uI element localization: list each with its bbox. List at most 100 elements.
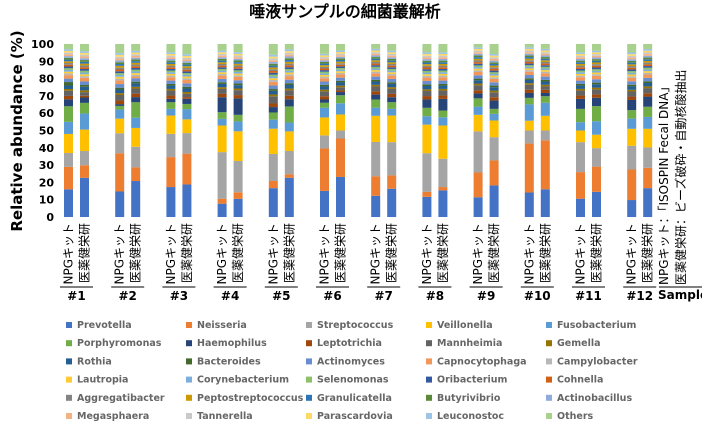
y-tick-label: 10 [39,194,55,207]
bar-label: 医薬健栄研 [78,223,92,283]
bar-segment-aggregatibacter [182,67,192,70]
bar-segment-leuconostoc [627,52,637,55]
bar-label: 医薬健栄研 [487,223,501,283]
bar-segment-streptococcus [217,152,227,199]
bar-segment-corynebacterium [371,68,381,71]
bar-segment-others [80,44,89,52]
bar-segment-selenomonas [524,65,534,67]
bar-segment-leuconostoc [524,47,534,49]
bar-segment-capnocytophaga [371,73,381,77]
bar-segment-leptotrichia [336,90,345,93]
legend-label: Selenomonas [317,375,389,386]
bar-segment-peptostreptococcus [627,64,637,67]
bar-segment-corynebacterium [320,73,329,76]
bar-segment-selenomonas [438,70,448,73]
bar-segment-leuconostoc [387,50,397,53]
bar-segment-leuconostoc [422,52,432,55]
bar-segment-tannerella [80,54,89,57]
bar-segment-peptostreptococcus [524,58,534,61]
bar-segment-gemella [217,87,227,89]
bar-segment-fusobacterium [643,116,653,129]
bar-segment-leuconostoc [438,52,448,54]
bar-segment-actinobacillus [371,55,381,58]
side-note-line-1: NPGキット：「ISOSPIN Fecal DNA」 [657,81,671,285]
bar-segment-bacteroides [217,82,227,84]
bar-segment-capnocytophaga [336,74,345,78]
bar-segment-parascardovia [627,54,637,56]
legend-swatch [546,358,552,365]
bar-segment-leuconostoc [268,54,278,57]
bar-label: 医薬健栄研 [334,223,348,283]
bar-segment-leuconostoc [64,49,73,51]
y-tick-label: 90 [39,55,55,68]
bar-segment-veillonella [643,128,653,148]
bar-segment-tannerella [217,53,227,56]
bar-segment-oribacterium [371,65,381,67]
bar-segment-megasphaera [233,57,243,59]
bar-segment-leuconostoc [115,53,125,55]
bar-segment-aggregatibacter [115,67,125,70]
y-axis-label: Relative abundance (%) [8,30,26,231]
bar-segment-oribacterium [64,66,73,69]
bar-segment-lautropia [64,71,73,74]
bar-segment-veillonella [64,133,73,153]
bar-segment-leuconostoc [284,49,294,52]
bar-segment-fusobacterium [336,103,345,115]
bar-segment-corynebacterium [268,76,278,79]
legend-swatch [66,322,72,328]
bar-segment-neisseria [438,187,448,191]
bar-segment-lautropia [80,74,89,77]
bar-segment-neisseria [182,153,192,185]
bar-segment-parascardovia [115,54,125,57]
bar-segment-bacteroides [422,84,432,86]
bar-segment-leptotrichia [489,97,499,101]
bar-segment-veillonella [217,125,227,153]
bar-segment-streptococcus [115,133,125,154]
bar-segment-megasphaera [524,52,534,54]
bar-segment-haemophilus [524,92,534,98]
bar-segment-others [473,44,483,48]
bar-segment-butyrivibrio [233,60,243,63]
bar-segment-rothia [489,87,499,91]
bar-segment-others [131,44,141,51]
bar-segment-neisseria [422,191,432,197]
bar-segment-actinobacillus [387,57,397,59]
bar-segment-cohnella [473,62,483,64]
bar-segment-porphyromonas [627,110,637,119]
bar-segment-actinomyces [473,75,483,79]
bar-segment-veillonella [336,114,345,131]
bar-segment-butyrivibrio [438,60,448,63]
bar-segment-actinomyces [371,76,381,80]
bar-segment-selenomonas [182,73,192,75]
bar-segment-bacteroides [115,87,125,90]
bar-segment-oribacterium [268,72,278,75]
bar-segment-bacteroides [336,80,345,83]
bar-segment-bacteroides [80,85,89,87]
y-tick-label: 60 [39,107,55,120]
legend-swatch [186,322,192,328]
bar-segment-porphyromonas [284,106,294,123]
bar-segment-oribacterium [284,67,294,69]
bar-segment-actinomyces [627,81,637,85]
bar-segment-cohnella [131,66,141,68]
bar-segment-campylobacter [268,80,278,82]
bar-segment-aggregatibacter [422,65,432,68]
bar-segment-selenomonas [233,70,243,73]
bar-segment-neisseria [320,148,329,191]
bar-segment-aggregatibacter [64,63,73,65]
bar-segment-prevotella [387,188,397,217]
legend-swatch [306,340,312,347]
bar-segment-butyrivibrio [217,58,227,61]
bar-segment-neisseria [576,172,585,199]
bar-segment-cohnella [627,67,637,70]
side-note-line-2: 医薬健栄研：ビーズ破砕・自動核酸抽出 [673,70,688,285]
bar-segment-veillonella [489,120,499,138]
bar-segment-aggregatibacter [576,65,585,68]
bar-segment-neisseria [80,165,89,178]
bar-segment-cohnella [371,63,381,66]
bar-segment-capnocytophaga [387,75,397,79]
bar-segment-rothia [115,89,125,94]
bar-segment-actinomyces [64,78,73,83]
bar-segment-peptostreptococcus [64,61,73,64]
bar-segment-neisseria [592,166,601,192]
